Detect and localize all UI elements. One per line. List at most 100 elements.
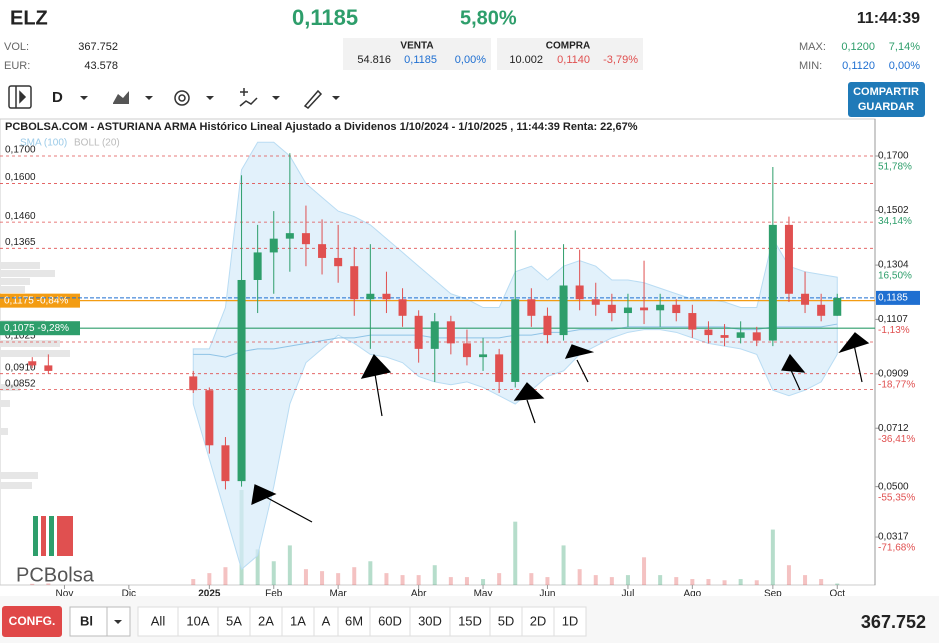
range-button[interactable] <box>337 606 371 637</box>
range-label[interactable]: 5A <box>226 613 242 628</box>
candle-body <box>623 307 632 314</box>
x-tick-label: Sep <box>764 589 782 600</box>
venta-qty: 54.816 <box>357 54 391 66</box>
range-button[interactable] <box>409 606 451 637</box>
marker-label: 0,1075 -9,28% <box>4 323 69 334</box>
current-price-label: 0,1185 <box>878 293 908 304</box>
share-label[interactable]: COMPARTIR <box>853 86 919 98</box>
chart-type-icon[interactable] <box>113 91 129 104</box>
candle-body <box>607 304 616 314</box>
vol-label: VOL: <box>4 41 29 53</box>
range-label[interactable]: All <box>151 613 166 628</box>
range-label[interactable]: 1A <box>290 613 306 628</box>
candle-body <box>784 224 793 294</box>
range-button[interactable] <box>177 606 219 637</box>
candle-body <box>44 365 53 371</box>
candle-body <box>559 285 568 336</box>
compra-label: COMPRA <box>546 41 590 52</box>
panel-icon[interactable] <box>8 85 32 109</box>
range-button[interactable] <box>553 606 587 637</box>
compra-box <box>497 38 643 70</box>
range-button[interactable] <box>281 606 315 637</box>
range-button[interactable] <box>369 606 411 637</box>
mode-label[interactable]: Bl <box>80 613 93 628</box>
candle-body <box>688 313 697 330</box>
candle-body <box>575 285 584 300</box>
price: 0,1185 <box>292 5 358 30</box>
range-label[interactable]: 60D <box>378 613 402 628</box>
volume-bar <box>738 579 743 585</box>
x-tick-label: Dic <box>122 589 136 600</box>
save-label[interactable]: GUARDAR <box>858 101 914 113</box>
settings-icon[interactable] <box>174 90 190 106</box>
y2-tick-pct: -71,68% <box>878 543 915 554</box>
volume-bar <box>577 569 582 585</box>
candle-body <box>253 252 262 280</box>
y2-tick-pct: -1,13% <box>878 325 910 336</box>
volume-bar <box>674 577 679 585</box>
range-label[interactable]: 2D <box>530 613 547 628</box>
y-tick-label: 0,0910 <box>5 362 36 373</box>
candle-body <box>205 390 214 446</box>
range-button[interactable] <box>449 606 491 637</box>
range-label[interactable]: A <box>322 613 331 628</box>
volume-bar <box>320 571 325 585</box>
candle-body <box>398 299 407 316</box>
change: 5,80% <box>460 7 517 29</box>
footer-volume: 367.752 <box>861 612 926 632</box>
volume-bar <box>191 579 196 585</box>
sma-legend: SMA (100) <box>20 138 67 149</box>
candle-body <box>318 244 327 258</box>
draw-icon[interactable] <box>303 89 323 109</box>
range-label[interactable]: 1D <box>562 613 579 628</box>
compra-pct: -3,79% <box>603 54 638 66</box>
compra-price: 0,1140 <box>557 54 590 66</box>
y-tick-label: 0,1460 <box>5 211 36 222</box>
range-button[interactable] <box>137 606 179 637</box>
volume-bar <box>722 580 727 585</box>
volume-bar <box>754 580 759 585</box>
range-label[interactable]: 2A <box>258 613 274 628</box>
candle-body <box>833 297 842 316</box>
volume-bar <box>642 557 647 585</box>
volume-bar <box>513 521 518 585</box>
x-tick-label: Oct <box>829 589 845 600</box>
range-label[interactable]: 15D <box>458 613 482 628</box>
y-tick-label: 0,1025 <box>5 331 36 342</box>
volume-bar <box>255 549 260 585</box>
y2-tick-label: 0,0712 <box>878 423 909 434</box>
volume-bar <box>352 567 357 585</box>
min-price: 0,1120 <box>842 60 875 72</box>
volume-bar <box>384 573 389 585</box>
y2-tick-label: 0,1700 <box>878 151 909 162</box>
candle-body <box>591 299 600 305</box>
range-button[interactable] <box>249 606 283 637</box>
x-tick-label: Ago <box>683 589 701 600</box>
candle-body <box>269 238 278 253</box>
volume-bar <box>271 561 276 585</box>
volume-bar <box>658 575 663 585</box>
range-label[interactable]: 10A <box>186 613 209 628</box>
range-label[interactable]: 5D <box>498 613 515 628</box>
period[interactable]: D <box>52 89 63 106</box>
range-label[interactable]: 30D <box>418 613 442 628</box>
indicator-icon[interactable] <box>239 88 258 107</box>
range-buttons: All 10A 5A 2A 1A A 6M 60D 30D 15D 5D 2D 1D <box>137 606 587 637</box>
y-tick-label: 0,1365 <box>5 237 36 248</box>
x-tick-label: Jun <box>539 589 555 600</box>
share-button[interactable] <box>848 82 925 117</box>
marker-label: 0,1175 -0,84% <box>4 295 68 306</box>
x-tick-label: Nov <box>56 589 74 600</box>
y2-tick-label: 0,0500 <box>878 481 909 492</box>
x-tick-label: May <box>474 589 493 600</box>
max-label: MAX: <box>799 41 826 53</box>
mode-select[interactable] <box>69 606 131 637</box>
candle-body <box>736 332 745 338</box>
candle-body <box>656 304 665 311</box>
range-label[interactable]: 6M <box>345 613 363 628</box>
volume-bar <box>835 583 840 585</box>
config-button[interactable] <box>2 606 62 637</box>
config-label[interactable]: CONFG. <box>9 614 56 628</box>
x-tick-label: 2025 <box>198 589 221 600</box>
candle-body <box>511 299 520 382</box>
